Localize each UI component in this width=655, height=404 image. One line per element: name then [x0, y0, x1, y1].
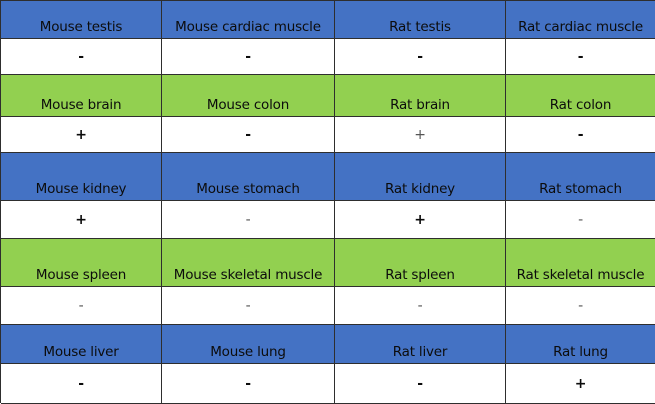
expression-value: -	[335, 364, 506, 404]
expression-value: +	[1, 201, 162, 239]
expression-value: +	[506, 364, 655, 404]
tissue-label: Mouse cardiac muscle	[162, 1, 335, 39]
tissue-label: Rat liver	[335, 325, 506, 364]
expression-value: -	[506, 117, 655, 153]
tissue-label: Mouse liver	[1, 325, 162, 364]
tissue-label: Rat spleen	[335, 239, 506, 287]
tissue-label: Rat cardiac muscle	[506, 1, 655, 39]
expression-value: -	[162, 287, 335, 325]
tissue-label: Mouse brain	[1, 75, 162, 117]
expression-value: -	[1, 287, 162, 325]
tissue-label: Mouse kidney	[1, 153, 162, 201]
tissue-label: Rat brain	[335, 75, 506, 117]
tissue-label: Rat stomach	[506, 153, 655, 201]
expression-value: -	[506, 39, 655, 75]
expression-value: +	[1, 117, 162, 153]
tissue-label: Mouse stomach	[162, 153, 335, 201]
tissue-label: Rat kidney	[335, 153, 506, 201]
expression-value: -	[162, 117, 335, 153]
expression-value: +	[335, 201, 506, 239]
expression-value: +	[335, 117, 506, 153]
tissue-label: Rat lung	[506, 325, 655, 364]
expression-value: -	[506, 201, 655, 239]
tissue-label: Rat colon	[506, 75, 655, 117]
expression-value: -	[1, 39, 162, 75]
expression-value: -	[335, 287, 506, 325]
expression-value: -	[162, 364, 335, 404]
tissue-label: Mouse spleen	[1, 239, 162, 287]
tissue-label: Rat testis	[335, 1, 506, 39]
tissue-label: Mouse testis	[1, 1, 162, 39]
tissue-label: Rat skeletal muscle	[506, 239, 655, 287]
expression-value: -	[162, 201, 335, 239]
expression-value: -	[335, 39, 506, 75]
tissue-label: Mouse lung	[162, 325, 335, 364]
expression-value: -	[506, 287, 655, 325]
expression-value: -	[162, 39, 335, 75]
tissue-label: Mouse colon	[162, 75, 335, 117]
expression-value: -	[1, 364, 162, 404]
tissue-label: Mouse skeletal muscle	[162, 239, 335, 287]
